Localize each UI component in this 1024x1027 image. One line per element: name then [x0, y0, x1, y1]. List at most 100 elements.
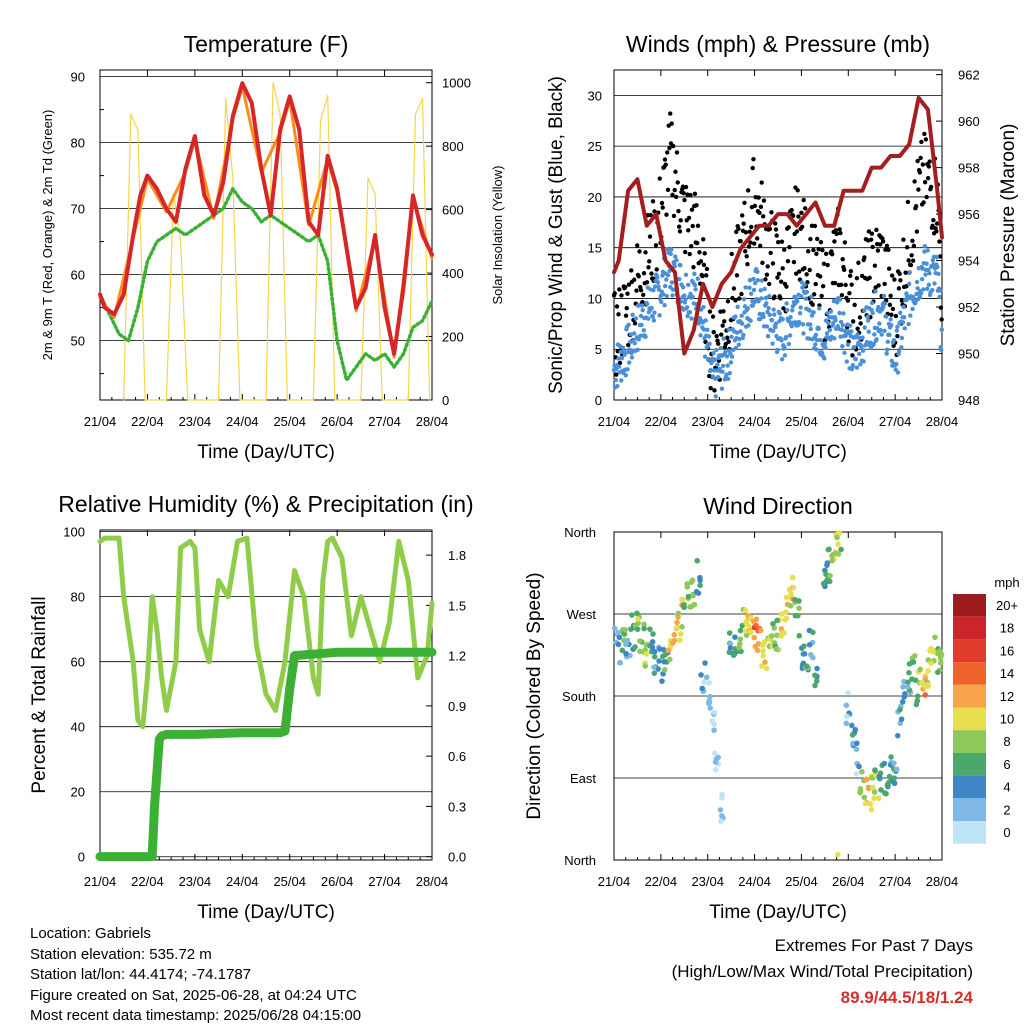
direction-point: [712, 750, 718, 757]
wind-point: [721, 336, 726, 341]
direction-point: [914, 693, 921, 699]
direction-point: [843, 720, 850, 727]
wind-point: [772, 312, 777, 317]
direction-point: [755, 640, 762, 647]
gust-point: [910, 238, 915, 243]
wind-point: [884, 351, 889, 356]
wind-point: [643, 334, 648, 340]
wind-point: [939, 347, 944, 353]
wind-point: [739, 313, 744, 319]
wind-point: [838, 319, 844, 325]
gust-point: [614, 372, 619, 377]
gust-point: [931, 218, 936, 223]
wind-point: [819, 350, 825, 356]
gust-point: [698, 259, 704, 264]
gust-point: [904, 245, 910, 250]
wind-point: [885, 339, 891, 345]
direction-point: [671, 637, 678, 644]
gust-point: [752, 203, 758, 209]
legend-label: 2: [1003, 802, 1010, 817]
gust-point: [776, 271, 782, 276]
x-axis-label: Time (Day/UTC): [197, 442, 335, 463]
direction-point: [867, 801, 874, 807]
direction-point: [759, 663, 765, 669]
direction-point: [900, 684, 906, 690]
x-tick-label: 22/04: [645, 414, 678, 429]
wind-point: [683, 272, 689, 277]
wind-point: [756, 299, 761, 304]
direction-point: [774, 617, 780, 624]
wind-point: [771, 307, 776, 312]
wind-point: [759, 296, 764, 301]
wind-point: [790, 308, 795, 313]
gust-point: [785, 259, 791, 264]
gust-point: [612, 291, 617, 296]
wind-point: [727, 371, 733, 376]
wind-point: [638, 313, 644, 319]
wind-point: [741, 332, 746, 338]
y-tick-label: 60: [71, 655, 85, 670]
wind-point: [662, 303, 667, 308]
gust-point: [723, 341, 728, 347]
gust-point: [937, 239, 942, 244]
wind-point: [835, 300, 840, 305]
gust-point: [662, 157, 668, 162]
gust-point: [701, 262, 707, 268]
wind-point: [641, 328, 647, 333]
wind-point: [786, 341, 792, 347]
wind-point: [668, 284, 673, 290]
gust-point: [789, 207, 794, 213]
wind-point: [853, 357, 858, 362]
gust-point: [670, 192, 675, 198]
gust-point: [734, 273, 740, 278]
y-tick-label: North: [564, 853, 596, 868]
gust-point: [686, 215, 692, 221]
x-tick-label: 21/04: [84, 414, 117, 429]
gust-point: [934, 229, 939, 234]
gust-point: [773, 227, 779, 232]
wind-point: [855, 332, 860, 337]
gust-point: [688, 192, 693, 198]
gust-point: [748, 240, 753, 245]
gust-point: [775, 240, 781, 245]
wind-point: [870, 310, 875, 316]
direction-point: [611, 625, 618, 632]
wind-point: [652, 310, 657, 315]
wind-point: [882, 301, 888, 306]
wind-point: [769, 318, 775, 323]
wind-point: [795, 299, 800, 304]
direction-point: [792, 596, 798, 603]
gust-point: [626, 342, 631, 348]
wind-point: [639, 322, 644, 328]
wind-point: [902, 326, 907, 331]
wind-point: [888, 317, 893, 322]
legend-label: 4: [1003, 780, 1010, 795]
y-tick-label: 90: [71, 70, 85, 85]
gust-point: [668, 111, 673, 116]
wind-point: [873, 289, 878, 294]
direction-point: [917, 666, 924, 673]
wind-point: [736, 342, 742, 347]
wind-point: [840, 323, 846, 328]
gust-point: [829, 251, 835, 257]
gust-point: [818, 239, 824, 245]
gust-point: [636, 274, 641, 279]
direction-point: [637, 648, 643, 655]
chart-panel-1: [98, 69, 434, 401]
direction-point: [827, 573, 833, 579]
gust-point: [700, 273, 705, 279]
gust-point: [868, 237, 874, 242]
wind-point: [701, 327, 707, 332]
legend-label: 18: [1000, 621, 1014, 636]
legend-label: 12: [1000, 689, 1014, 704]
gust-point: [757, 210, 762, 216]
gust-point: [710, 314, 716, 319]
direction-point: [853, 740, 860, 747]
direction-point: [709, 718, 716, 724]
wind-point: [818, 337, 823, 343]
y-tick-label: 70: [71, 202, 85, 217]
gust-point: [665, 150, 670, 155]
wind-point: [767, 312, 772, 318]
wind-point: [824, 331, 830, 336]
direction-point: [743, 632, 750, 638]
